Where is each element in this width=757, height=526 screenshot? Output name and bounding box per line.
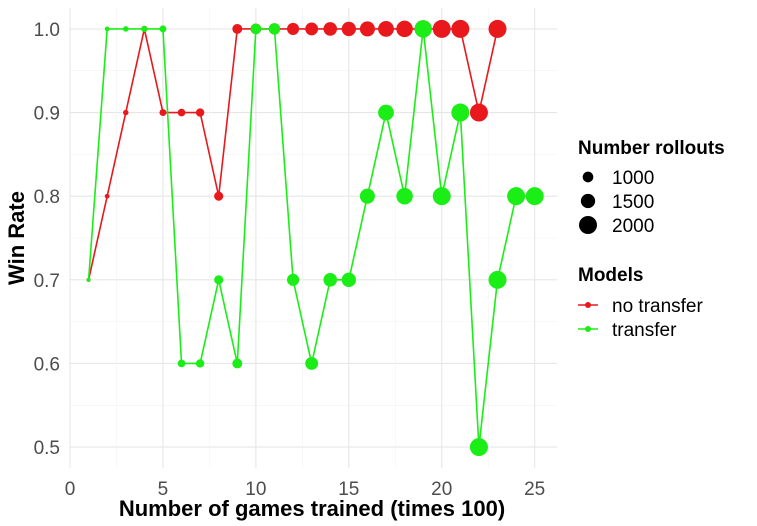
y-tick-label: 0.6: [34, 354, 60, 375]
data-point-no-transfer: [488, 19, 507, 38]
size-legend-label: 1000: [612, 168, 654, 189]
y-tick-label: 1.0: [34, 20, 60, 41]
data-point-transfer: [414, 20, 432, 38]
data-point-no-transfer: [378, 21, 394, 37]
data-point-transfer: [396, 187, 413, 205]
size-legend-items: 1000 1500 2000: [579, 168, 654, 237]
y-tick-label: 0.5: [34, 438, 60, 459]
data-point-no-transfer: [432, 19, 451, 38]
data-point-no-transfer: [232, 23, 243, 34]
data-point-transfer: [488, 270, 507, 289]
data-point-transfer: [323, 273, 338, 287]
data-point-transfer: [159, 25, 167, 33]
color-legend-label: no transfer: [612, 296, 703, 317]
data-point-transfer: [214, 275, 224, 285]
data-point-no-transfer: [214, 191, 224, 201]
color-legend-label: transfer: [612, 320, 677, 341]
x-tick-label: 25: [524, 479, 545, 500]
data-point-transfer: [507, 187, 526, 206]
x-tick-label: 20: [431, 479, 452, 500]
data-point-transfer: [177, 359, 186, 368]
data-point-transfer: [141, 25, 148, 33]
data-point-no-transfer: [341, 21, 356, 37]
data-point-transfer: [123, 26, 129, 32]
legend: Number rollouts 1000 1500 2000 Models no t…: [578, 138, 725, 341]
x-tick-label: 5: [158, 479, 169, 500]
data-point-no-transfer: [287, 22, 300, 35]
data-point-no-transfer: [195, 108, 205, 117]
series-layer: [86, 19, 544, 457]
data-point-no-transfer: [305, 22, 319, 36]
size-legend-key: [582, 171, 594, 183]
data-point-transfer: [104, 26, 110, 32]
data-point-no-transfer: [469, 103, 488, 122]
size-legend-key: [579, 216, 597, 234]
data-point-transfer: [287, 273, 300, 286]
y-axis-ticks: 0.5 0.6 0.7 0.8 0.9 1.0: [34, 20, 60, 459]
data-point-no-transfer: [323, 22, 338, 36]
data-point-no-transfer: [159, 109, 167, 117]
x-axis-title: Number of games trained (times 100): [119, 496, 505, 521]
y-axis-title: Win Rate: [4, 191, 29, 285]
data-point-transfer: [268, 23, 281, 35]
x-tick-label: 10: [245, 479, 266, 500]
y-tick-label: 0.8: [34, 187, 60, 208]
x-axis-ticks: 0 5 10 15 20 25: [65, 479, 546, 500]
series-no-transfer: [86, 19, 507, 282]
data-point-transfer: [305, 357, 319, 370]
data-point-transfer: [432, 187, 451, 206]
color-legend-items: no transfer transfer: [578, 296, 703, 341]
data-point-transfer: [232, 358, 243, 369]
y-tick-label: 0.7: [34, 271, 60, 292]
series-transfer: [86, 20, 544, 457]
data-point-transfer: [341, 272, 356, 287]
data-point-no-transfer: [451, 19, 470, 38]
color-legend-title: Models: [578, 265, 643, 286]
data-point-no-transfer: [177, 108, 186, 117]
size-legend-label: 2000: [612, 216, 654, 237]
data-point-transfer: [195, 359, 205, 368]
color-legend-point: [585, 326, 591, 332]
data-point-transfer: [451, 103, 470, 122]
data-point-no-transfer: [396, 20, 413, 38]
color-legend-point: [585, 302, 591, 308]
data-point-transfer: [250, 23, 262, 35]
data-point-transfer: [359, 188, 375, 204]
size-legend-key: [580, 193, 596, 209]
data-point-no-transfer: [359, 21, 375, 37]
data-point-no-transfer: [123, 109, 129, 116]
data-point-transfer: [525, 187, 544, 206]
x-tick-label: 15: [338, 479, 359, 500]
data-point-transfer: [378, 104, 394, 121]
data-point-no-transfer: [104, 193, 110, 199]
data-point-transfer: [86, 277, 91, 282]
x-tick-label: 0: [65, 479, 76, 500]
size-legend-label: 1500: [612, 192, 654, 213]
y-tick-label: 0.9: [34, 104, 60, 125]
size-legend-title: Number rollouts: [578, 138, 725, 159]
data-point-transfer: [469, 438, 488, 457]
